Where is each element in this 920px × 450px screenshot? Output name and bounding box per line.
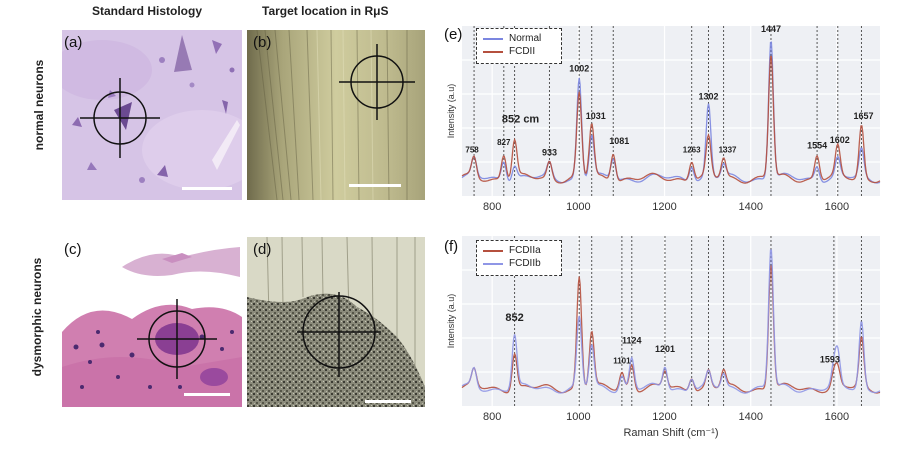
- peak-label: 1201: [655, 344, 675, 354]
- legend-f: FCDIIa FCDIIb: [476, 240, 562, 276]
- scale-bar: [184, 393, 230, 396]
- legend-item-fcdii: FCDII: [477, 45, 561, 58]
- panel-label-e: (e): [444, 26, 463, 43]
- peak-label: 852 cm: [502, 113, 540, 125]
- legend-label: FCDIIb: [509, 258, 541, 269]
- column-title-histology: Standard Histology: [92, 4, 203, 18]
- legend-e: Normal FCDII: [476, 28, 562, 64]
- crosshair-icon: [297, 292, 381, 377]
- panel-label-f: (f): [444, 238, 459, 255]
- scale-bar: [365, 400, 411, 403]
- peak-label: 1263: [683, 146, 701, 155]
- x-tick-label: 800: [483, 411, 501, 423]
- legend-label: Normal: [509, 33, 542, 44]
- peak-label: 1554: [807, 140, 827, 150]
- peak-label: 827: [497, 138, 511, 147]
- legend-item-fcdiia: FCDIIa: [477, 244, 561, 257]
- x-tick-label: 1000: [566, 411, 590, 423]
- peak-label: 1302: [698, 91, 718, 101]
- y-axis-label: Intensity (a.u): [446, 294, 456, 349]
- y-axis-label: Intensity (a.u): [446, 84, 456, 139]
- legend-swatch: [483, 249, 503, 252]
- legend-swatch: [483, 37, 503, 40]
- brightfield-image: [247, 237, 425, 407]
- peak-label: 1002: [569, 63, 589, 73]
- peak-label: 1081: [609, 136, 629, 146]
- row-title-dysmorphic: dysmorphic neurons: [30, 257, 44, 377]
- peak-label: 933: [542, 147, 557, 157]
- micrograph-normal-histology: [62, 30, 242, 200]
- peak-label: 758: [465, 146, 479, 155]
- he-stain-image: [62, 237, 242, 407]
- legend-label: FCDII: [509, 46, 536, 57]
- panel-label-b: (b): [253, 34, 272, 51]
- peak-label: 852: [505, 312, 523, 324]
- x-tick-label: 1400: [738, 201, 762, 213]
- x-tick-label: 1600: [825, 201, 849, 213]
- peak-label: 1031: [586, 111, 606, 121]
- x-tick-label: 1400: [738, 411, 762, 423]
- x-tick-label: 1000: [566, 201, 590, 213]
- legend-item-fcdiib: FCDIIb: [477, 257, 561, 270]
- panel-label-d: (d): [253, 241, 272, 258]
- crosshair-icon: [137, 299, 217, 379]
- micrograph-normal-target: [247, 30, 425, 200]
- legend-label: FCDIIa: [509, 245, 541, 256]
- panel-label-c: (c): [64, 241, 82, 258]
- peak-label: 1602: [830, 135, 850, 145]
- brightfield-image: [247, 30, 425, 200]
- scale-bar: [349, 184, 401, 187]
- peak-label: 1447: [761, 24, 781, 34]
- x-axis-label: Raman Shift (cm⁻¹): [623, 427, 718, 439]
- micrograph-dysmorphic-histology: [62, 237, 242, 407]
- legend-swatch: [483, 262, 503, 265]
- x-tick-label: 1200: [652, 201, 676, 213]
- he-stain-image: [62, 30, 242, 200]
- x-tick-label: 1200: [652, 411, 676, 423]
- micrograph-dysmorphic-target: [247, 237, 425, 407]
- column-title-target: Target location in RμS: [262, 4, 389, 18]
- peak-label: 1657: [853, 111, 873, 121]
- peak-label: 1593: [820, 355, 840, 365]
- peak-label: 1101: [613, 356, 631, 365]
- legend-swatch: [483, 50, 503, 53]
- scale-bar: [182, 187, 232, 190]
- crosshair-icon: [80, 78, 160, 158]
- row-title-normal: normal neurons: [32, 59, 46, 151]
- x-tick-label: 1600: [825, 411, 849, 423]
- crosshair-icon: [339, 44, 415, 120]
- x-tick-label: 800: [483, 201, 501, 213]
- peak-label: 1124: [622, 335, 642, 345]
- peak-label: 1337: [719, 146, 737, 155]
- series-line-fcdiib: [461, 249, 881, 394]
- series-line-fcdii: [461, 55, 881, 184]
- legend-item-normal: Normal: [477, 32, 561, 45]
- panel-label-a: (a): [64, 34, 83, 51]
